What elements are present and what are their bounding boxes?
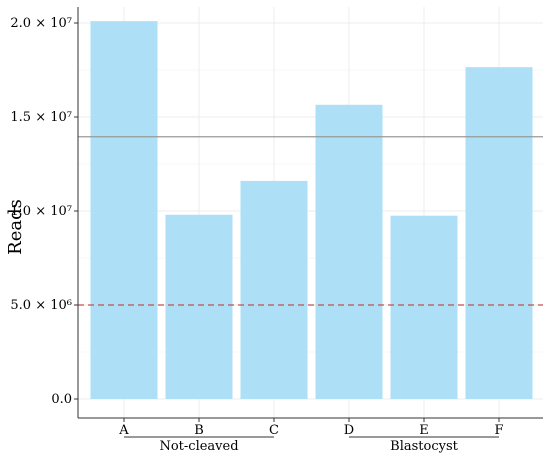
- bar-a: [90, 21, 158, 400]
- group-labels: Not-cleaved Blastocyst: [124, 436, 499, 454]
- y-axis-title: Reads: [5, 199, 26, 255]
- x-ticks: A B C D E F: [118, 418, 504, 438]
- bar-e: [390, 215, 458, 399]
- reference-lines: [78, 136, 543, 306]
- x-tick-label-f: F: [494, 423, 503, 438]
- x-tick-label-c: C: [269, 423, 279, 438]
- y-tick-label: 1.5 × 10⁷: [10, 110, 72, 125]
- bar-f: [465, 67, 533, 400]
- x-tick-label-a: A: [118, 423, 129, 438]
- x-tick-label-d: D: [344, 423, 354, 438]
- bar-d: [315, 104, 383, 399]
- x-tick-label-b: B: [194, 423, 204, 438]
- group-label: Not-cleaved: [159, 439, 238, 454]
- axes: [77, 7, 543, 419]
- y-tick-label: 1.0 × 10⁷: [10, 204, 72, 219]
- bar-c: [240, 180, 308, 399]
- y-ticks: 0.0 5.0 × 10⁶ 1.0 × 10⁷ 1.5 × 10⁷ 2.0 × 10⁷: [10, 16, 78, 407]
- bar-b: [165, 214, 233, 399]
- y-tick-label: 2.0 × 10⁷: [10, 16, 72, 31]
- group-label: Blastocyst: [390, 439, 458, 454]
- x-tick-label-e: E: [419, 423, 429, 438]
- y-tick-label: 5.0 × 10⁶: [10, 298, 72, 313]
- y-tick-label: 0.0: [51, 392, 72, 407]
- bars: [90, 21, 533, 400]
